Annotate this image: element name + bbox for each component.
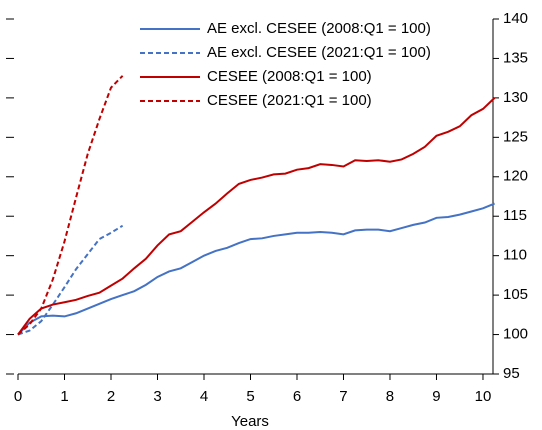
series-line xyxy=(17,97,496,336)
y-tick-label: 130 xyxy=(503,89,528,106)
y-tick-label: 105 xyxy=(503,286,528,303)
y-tick-label: 120 xyxy=(503,168,528,185)
x-tick-label: 2 xyxy=(107,388,115,405)
x-tick-label: 8 xyxy=(386,388,394,405)
legend-label: CESEE (2021:Q1 = 100) xyxy=(207,92,372,109)
x-tick-label: 0 xyxy=(14,388,22,405)
x-tick-label: 10 xyxy=(475,388,492,405)
x-tick-label: 1 xyxy=(60,388,68,405)
series-line xyxy=(17,75,124,336)
legend-label: AE excl. CESEE (2021:Q1 = 100) xyxy=(207,44,431,61)
y-tick-label: 110 xyxy=(503,247,527,264)
y-tick-label: 95 xyxy=(503,365,520,382)
series-line xyxy=(17,202,495,336)
y-tick-label: 100 xyxy=(503,326,528,343)
y-tick-label: 140 xyxy=(503,10,528,27)
series-line xyxy=(17,224,124,336)
x-tick-label: 6 xyxy=(293,388,301,405)
x-tick-label: 5 xyxy=(246,388,254,405)
x-tick-label: 4 xyxy=(200,388,208,405)
legend-label: AE excl. CESEE (2008:Q1 = 100) xyxy=(207,20,431,37)
x-axis-label: Years xyxy=(231,413,269,430)
x-tick-label: 3 xyxy=(153,388,161,405)
x-tick-label: 9 xyxy=(432,388,440,405)
y-tick-label: 115 xyxy=(503,207,527,224)
y-tick-label: 125 xyxy=(503,128,528,145)
x-tick-label: 7 xyxy=(339,388,347,405)
legend-label: CESEE (2008:Q1 = 100) xyxy=(207,68,372,85)
y-tick-label: 135 xyxy=(503,49,528,66)
